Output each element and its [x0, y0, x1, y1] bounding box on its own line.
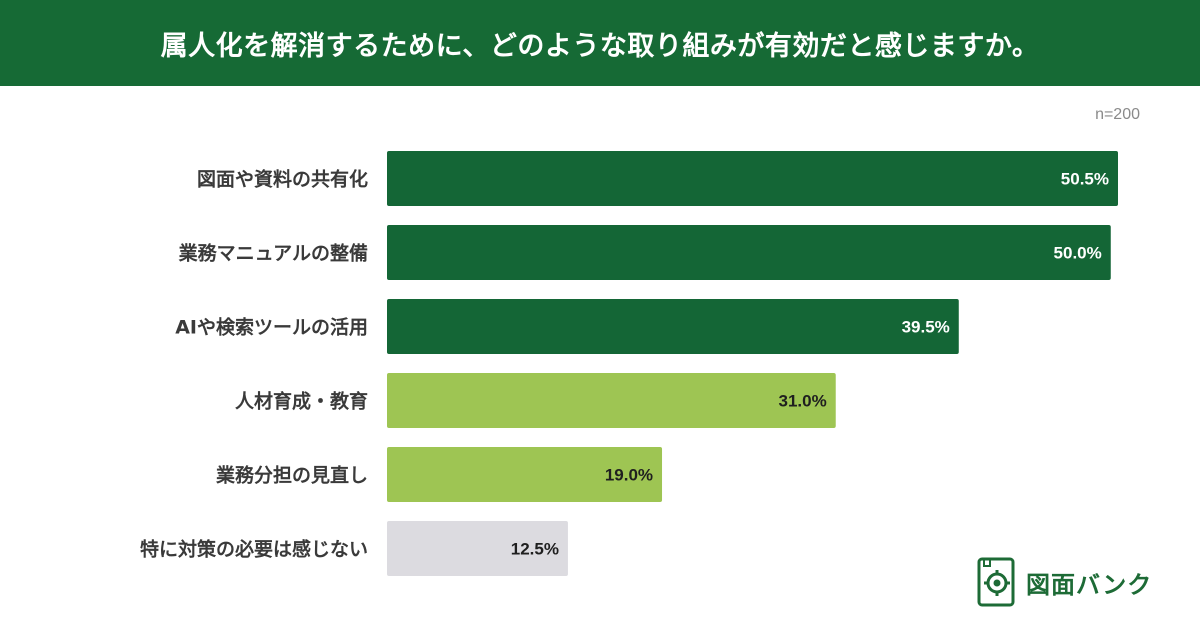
brand-logo: 図面バンク	[976, 556, 1152, 608]
chart-title: 属人化を解消するために、どのような取り組みが有効だと感じますか。	[0, 0, 1200, 86]
value-label-6: 12.5%	[511, 540, 559, 559]
category-label-2: 業務マニュアルの整備	[178, 242, 368, 265]
bar-2	[387, 225, 1111, 280]
bar-1	[387, 151, 1118, 206]
value-label-3: 39.5%	[902, 318, 950, 337]
bar-4	[387, 373, 836, 428]
category-label-4: 人材育成・教育	[235, 390, 368, 413]
bar-3	[387, 299, 959, 354]
gear-document-icon	[977, 557, 1015, 607]
value-label-1: 50.5%	[1061, 170, 1109, 189]
bar-6	[387, 521, 568, 576]
value-label-2: 50.0%	[1054, 244, 1102, 263]
logo-text: 図面バンク	[1026, 570, 1153, 599]
sample-size: n=200	[1095, 106, 1140, 123]
value-label-5: 19.0%	[605, 466, 653, 485]
category-label-1: 図面や資料の共有化	[197, 168, 368, 191]
category-label-6: 特に対策の必要は感じない	[140, 538, 368, 561]
category-label-3: AIや検索ツールの活用	[175, 316, 368, 339]
category-label-5: 業務分担の見直し	[215, 464, 368, 487]
value-label-4: 31.0%	[779, 392, 827, 411]
bar-5	[387, 447, 663, 502]
